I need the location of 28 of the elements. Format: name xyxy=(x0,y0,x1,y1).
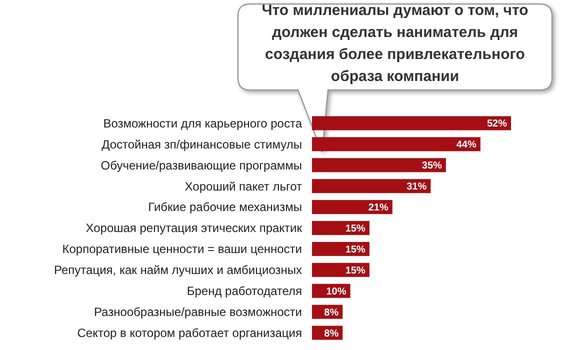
y-tick-label: Репутация, как найм лучших и амбициозных xyxy=(54,263,302,278)
data-label: 52% xyxy=(486,118,508,130)
data-label: 31% xyxy=(406,182,427,193)
data-label: 15% xyxy=(345,265,366,276)
y-tick-label: Обучение/развивающие программы xyxy=(100,158,302,172)
data-label: 35% xyxy=(422,160,442,172)
y-tick-label: Хорошая репутация этических практик xyxy=(86,221,303,236)
chart-title: Что миллениалы думают о том, что должен сделать наниматель для создания более привлекательного образа компании xyxy=(262,2,528,85)
data-label: 15% xyxy=(345,224,366,234)
y-tick-label: Возможности для карьерного роста xyxy=(103,116,302,130)
y-tick-label: Корпоративные ценности = ваши ценности xyxy=(62,242,302,256)
y-tick-label: Хороший пакет льгот xyxy=(184,179,302,194)
data-label: 10% xyxy=(326,286,346,298)
y-tick-label: Сектор в котором работает организация xyxy=(77,326,302,340)
y-tick-label: Бренд работодателя xyxy=(186,284,302,298)
y-tick-label: Достойная зп/финансовые стимулы xyxy=(102,137,302,152)
y-tick-label: Гибкие рабочие механизмы xyxy=(148,200,302,214)
bar xyxy=(312,200,392,214)
data-label: 8% xyxy=(324,307,339,318)
bar xyxy=(312,179,431,194)
bar xyxy=(312,116,511,130)
data-label: 8% xyxy=(324,328,339,340)
data-label: 15% xyxy=(345,244,366,256)
y-tick-label: Разнообразные/равные возможности xyxy=(94,305,302,320)
data-label: 44% xyxy=(456,140,476,151)
bar xyxy=(312,158,446,172)
bar xyxy=(312,137,480,152)
data-label: 21% xyxy=(368,202,388,214)
